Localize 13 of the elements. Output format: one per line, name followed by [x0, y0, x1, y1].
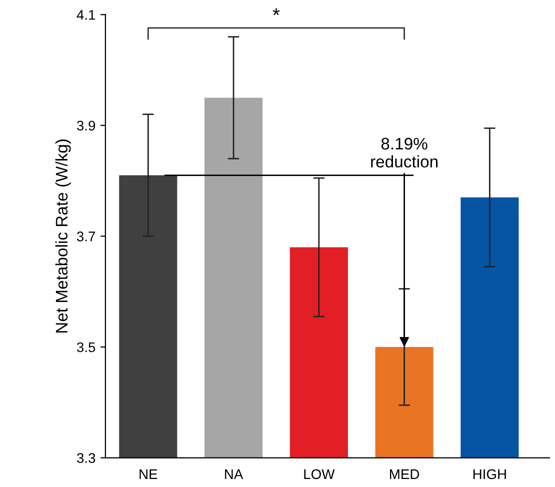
- y-axis-title: Net Metabolic Rate (W/kg): [55, 140, 71, 333]
- annotation: *: [272, 8, 280, 16]
- x-tick-label: LOW: [304, 469, 335, 480]
- y-tick-label: 3.3: [76, 453, 96, 463]
- x-tick-label: MED: [390, 469, 420, 479]
- annotation: 8.19% reduction: [371, 138, 438, 168]
- x-tick-label: NA: [225, 469, 244, 479]
- x-tick-label: HIGH: [473, 469, 506, 480]
- y-tick-label: 4.1: [76, 10, 96, 20]
- y-tick-label: 3.7: [76, 232, 96, 242]
- x-tick-label: NE: [140, 469, 158, 479]
- y-tick-label: 3.9: [76, 120, 96, 131]
- y-tick-label: 3.5: [76, 342, 96, 352]
